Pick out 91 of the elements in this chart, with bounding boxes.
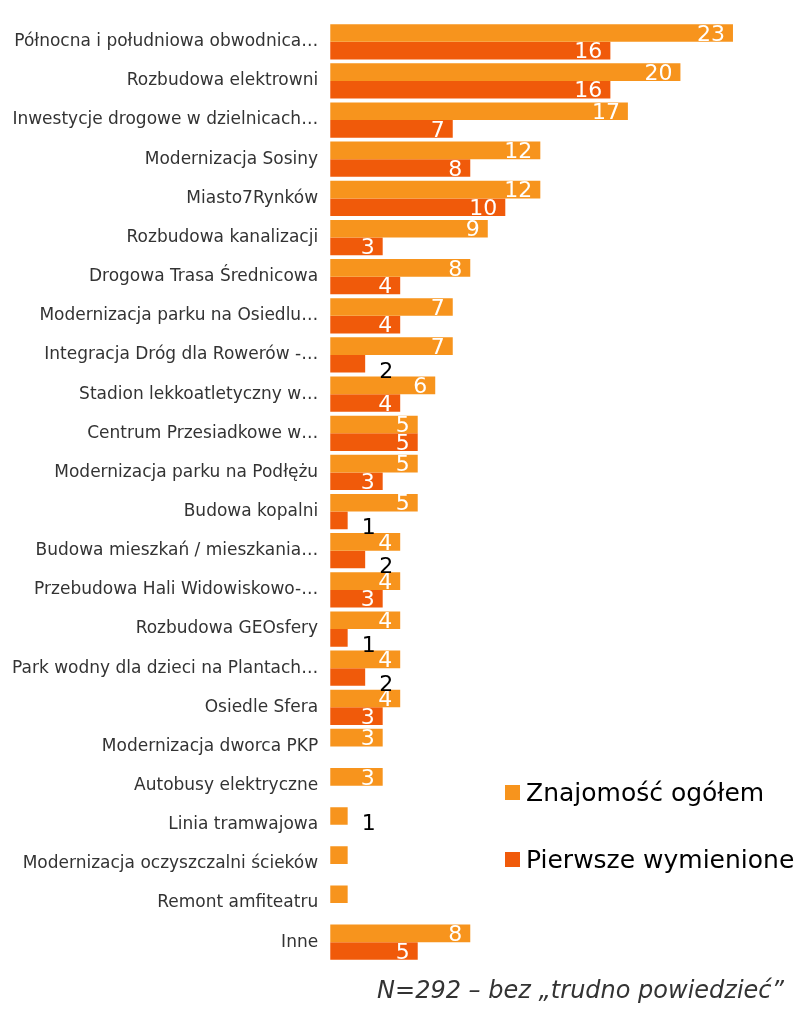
bar — [330, 354, 366, 373]
data-label: 5 — [395, 490, 410, 516]
data-label: 6 — [413, 373, 428, 399]
legend-label: Znajomość ogółem — [526, 778, 765, 807]
y-tick-label: Osiedle Sfera — [204, 695, 319, 716]
y-tick-label: Park wodny dla dzieci na Plantach… — [11, 656, 319, 677]
y-tick-label: Integracja Dróg dla Rowerów -… — [44, 343, 319, 364]
y-tick-label: Stadion lekkoatletyczny w… — [79, 382, 319, 403]
data-label: 4 — [378, 390, 393, 416]
bar — [330, 415, 418, 434]
bar — [330, 472, 383, 491]
bar — [330, 629, 348, 647]
data-label: 7 — [430, 333, 445, 359]
data-label: 4 — [378, 607, 393, 633]
y-tick-label: Budowa kopalni — [183, 500, 319, 520]
text: N=292 – bez „trudno powiedzieć” — [376, 976, 785, 1004]
y-tick-label: Centrum Przesiadkowe w… — [87, 421, 319, 442]
bar — [330, 198, 506, 216]
bar — [330, 180, 541, 199]
bar — [330, 433, 418, 451]
y-tick-label: Rozbudowa kanalizacji — [126, 225, 319, 246]
data-label: 7 — [430, 116, 445, 142]
data-label: 4 — [378, 312, 393, 338]
y-tick-label: Północna i południowa obwodnica… — [14, 30, 319, 51]
data-label: 3 — [360, 234, 375, 260]
bar — [330, 159, 471, 177]
y-tick-label: Modernizacja dworca PKP — [101, 734, 319, 755]
data-label: 8 — [448, 921, 463, 947]
data-label: 4 — [378, 529, 393, 555]
bar — [330, 768, 383, 786]
y-tick-label: Przebudowa Hali Widowiskowo-… — [34, 578, 319, 599]
data-label: 3 — [360, 764, 375, 790]
data-label: 20 — [644, 59, 673, 85]
bar — [330, 337, 453, 355]
y-tick-label: Drogowa Trasa Średnicowa — [88, 264, 319, 286]
data-label: 12 — [504, 138, 533, 164]
bar — [330, 511, 348, 530]
data-label: 1 — [361, 809, 376, 835]
bar — [330, 807, 348, 825]
data-label: 4 — [378, 647, 393, 673]
data-label: 8 — [448, 255, 463, 281]
bar — [330, 454, 418, 473]
data-label: 7 — [430, 294, 445, 320]
bar — [330, 298, 453, 316]
y-tick-label: Miasto7Rynków — [186, 186, 319, 207]
data-label: 12 — [504, 177, 533, 203]
y-tick-label: Rozbudowa GEOsfery — [135, 617, 319, 638]
y-tick-label: Rozbudowa elektrowni — [126, 69, 319, 90]
y-tick-label: Inwestycje drogowe w dzielnicach… — [12, 108, 319, 129]
bar — [330, 80, 611, 99]
data-label: 5 — [395, 938, 410, 964]
bar — [330, 611, 401, 630]
data-label: 4 — [378, 273, 393, 299]
bar — [330, 846, 348, 864]
y-tick-label: Modernizacja Sosiny — [144, 147, 319, 168]
y-tick-label: Linia tramwajowa — [168, 813, 319, 834]
bar — [330, 41, 611, 60]
data-label: 2 — [379, 357, 394, 383]
bar — [330, 141, 541, 160]
data-label: 1 — [361, 631, 376, 657]
bar — [330, 533, 401, 551]
bar — [330, 924, 471, 943]
data-label: 16 — [574, 38, 603, 64]
bar — [330, 259, 471, 277]
bar — [330, 394, 401, 412]
y-tick-label: Remont amfiteatru — [157, 891, 319, 912]
y-tick-label: Modernizacja parku na Podłężu — [54, 460, 319, 481]
data-label: 3 — [360, 586, 375, 612]
bar — [330, 63, 681, 81]
legend-label: Pierwsze wymienione — [526, 845, 795, 874]
data-label: 1 — [361, 514, 376, 540]
y-tick-label: Inne — [281, 930, 319, 951]
y-tick-label: Modernizacja parku na Osiedlu… — [39, 304, 319, 325]
bar — [330, 942, 418, 960]
data-label: 8 — [448, 155, 463, 181]
y-tick-label: Modernizacja oczyszczalni ścieków — [22, 852, 319, 873]
bar — [330, 24, 733, 42]
bar — [330, 493, 418, 512]
bar — [330, 572, 401, 590]
bar — [330, 668, 366, 686]
data-label: 23 — [696, 20, 725, 46]
bar — [330, 120, 453, 138]
bar — [330, 707, 383, 725]
bar — [330, 885, 348, 904]
bar — [330, 219, 488, 238]
y-tick-label: Autobusy elektryczne — [134, 774, 319, 795]
data-label: 3 — [360, 468, 375, 494]
bar — [330, 550, 366, 569]
y-tick-label: Budowa mieszkań / mieszkania… — [35, 539, 319, 560]
data-label: 5 — [395, 451, 410, 477]
bar — [330, 102, 628, 121]
